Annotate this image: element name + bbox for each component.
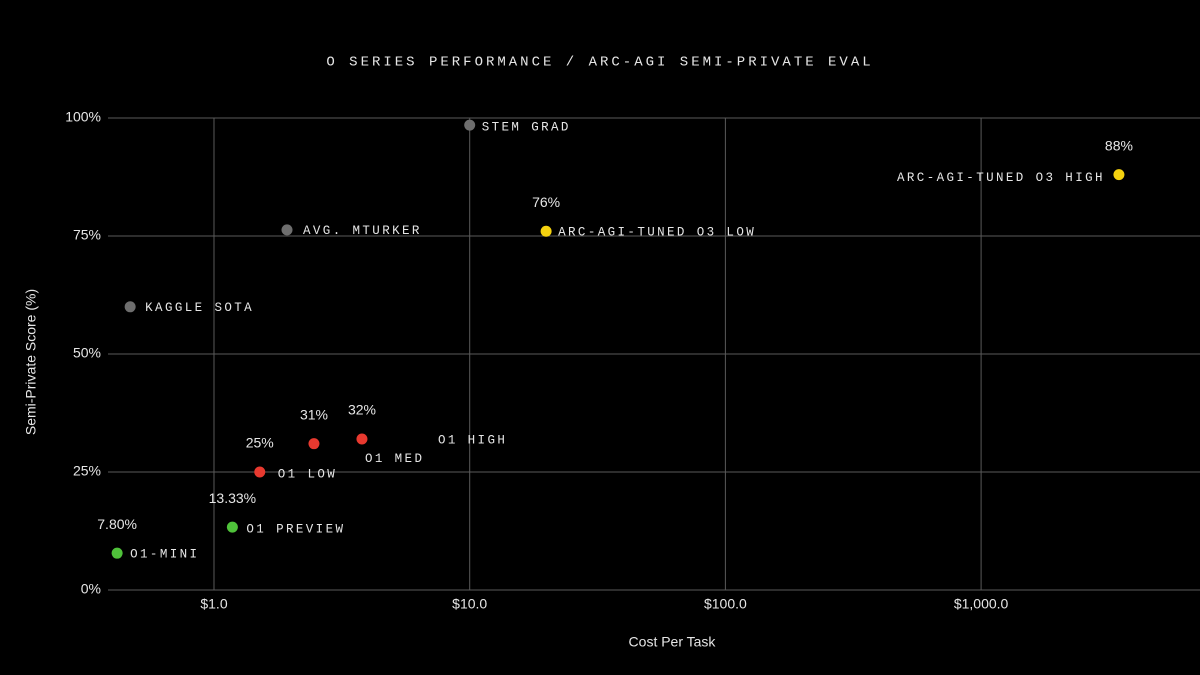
point xyxy=(540,225,552,237)
chart-title: O SERIES PERFORMANCE / ARC-AGI SEMI-PRIV… xyxy=(326,55,873,71)
point-label: ARC-AGI-TUNED O3 LOW xyxy=(558,226,756,240)
point-label: AVG. MTURKER xyxy=(303,224,422,238)
point xyxy=(1113,169,1125,181)
value-label: 31% xyxy=(300,406,328,422)
value-label: 32% xyxy=(348,402,376,418)
y-tick-label: 25% xyxy=(73,463,101,479)
point xyxy=(356,433,368,445)
point xyxy=(308,438,320,450)
y-tick-label: 75% xyxy=(73,227,101,243)
point-label: O1 MED xyxy=(365,452,424,466)
point xyxy=(124,301,136,313)
x-tick-label: $1.0 xyxy=(200,596,227,612)
x-tick-label: $10.0 xyxy=(452,596,487,612)
y-axis-label: Semi-Private Score (%) xyxy=(23,289,39,435)
point-label: O1 LOW xyxy=(278,467,337,481)
point xyxy=(281,224,293,236)
x-tick-label: $100.0 xyxy=(704,596,747,612)
point-label: STEM GRAD xyxy=(482,120,571,134)
point-label: O1 HIGH xyxy=(438,433,507,447)
point xyxy=(226,521,238,533)
point xyxy=(254,466,266,478)
point-label: KAGGLE SOTA xyxy=(145,301,254,315)
value-label: 7.80% xyxy=(97,516,137,532)
y-tick-label: 50% xyxy=(73,345,101,361)
value-label: 25% xyxy=(246,435,274,451)
point-label: O1-MINI xyxy=(130,547,199,561)
point xyxy=(111,547,123,559)
value-label: 76% xyxy=(532,194,560,210)
point-label: ARC-AGI-TUNED O3 HIGH xyxy=(897,171,1105,185)
value-label: 88% xyxy=(1105,137,1133,153)
y-tick-label: 0% xyxy=(81,581,101,597)
point xyxy=(464,119,476,131)
x-tick-label: $1,000.0 xyxy=(954,596,1009,612)
x-axis-label: Cost Per Task xyxy=(629,634,717,650)
value-label: 13.33% xyxy=(209,490,256,506)
y-tick-label: 100% xyxy=(65,109,101,125)
point-label: O1 PREVIEW xyxy=(246,522,345,536)
